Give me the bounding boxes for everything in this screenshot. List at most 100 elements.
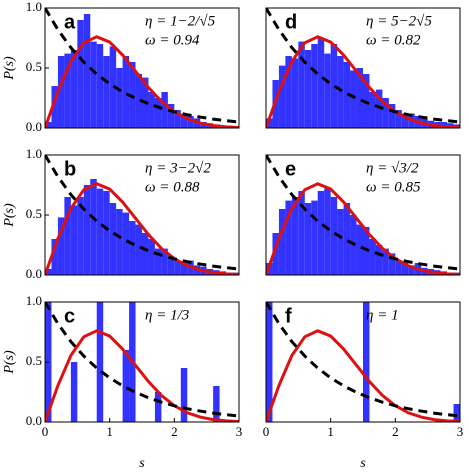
bar [356, 68, 363, 128]
bar [57, 56, 65, 128]
bar [285, 56, 292, 128]
curve [266, 329, 460, 422]
panel-label: e [285, 158, 296, 180]
y-tick-label: 1.0 [26, 293, 42, 308]
panel [45, 155, 239, 275]
bar [174, 260, 181, 275]
bar [154, 248, 162, 275]
y-tick-label: 1.0 [26, 0, 42, 14]
bar [298, 191, 305, 275]
bar [135, 224, 142, 275]
bar [311, 44, 318, 128]
bar [122, 350, 130, 422]
x-axis-label: s [139, 456, 145, 471]
dashed-curve [45, 8, 239, 124]
bar [330, 44, 338, 128]
x-axis-label: s [360, 456, 366, 471]
annotation: ω = 0.88 [145, 179, 200, 195]
dashed-curve [45, 155, 239, 271]
bar [343, 203, 351, 275]
bar [266, 302, 273, 422]
bar [90, 41, 97, 128]
panel-label: a [64, 11, 76, 33]
bar [388, 253, 396, 275]
bar [408, 265, 415, 275]
bar [70, 50, 78, 128]
bar [291, 197, 299, 275]
annotation: ω = 0.82 [366, 32, 421, 48]
bar [401, 113, 409, 128]
y-tick-label: 0.0 [26, 413, 42, 428]
bar [213, 386, 220, 422]
bar [148, 239, 155, 275]
bar [135, 74, 142, 128]
bar [83, 185, 91, 275]
bar [272, 233, 279, 275]
bar [96, 44, 104, 128]
x-tick-label: 1 [106, 424, 113, 439]
bar [278, 209, 286, 275]
x-tick-label: 0 [42, 424, 49, 439]
curve [45, 329, 239, 422]
annotation: η = √3/2 [366, 160, 419, 176]
curve [266, 35, 460, 128]
curve [45, 35, 239, 128]
bar [70, 205, 78, 275]
bar [116, 68, 123, 128]
bar [174, 110, 181, 128]
y-tick-label: 1.0 [26, 146, 42, 161]
bar [324, 188, 331, 275]
bar [129, 62, 136, 128]
bar [388, 104, 396, 128]
panel-label: d [285, 11, 297, 33]
bar [324, 53, 331, 128]
panel-label: b [64, 158, 76, 180]
bar [116, 209, 123, 275]
bar [96, 302, 104, 422]
bar [77, 197, 84, 275]
y-axis-label: P(s) [2, 350, 17, 375]
y-axis-label: P(s) [2, 203, 17, 228]
frame [265, 154, 461, 276]
bar [90, 179, 97, 275]
annotation: η = 1 [366, 307, 399, 323]
x-tick-label: 2 [171, 424, 178, 439]
bar [350, 70, 357, 128]
bar [77, 20, 84, 128]
bar [285, 200, 292, 275]
x-tick-label: 2 [392, 424, 399, 439]
y-tick-label: 0.5 [26, 206, 42, 221]
annotation: ω = 0.94 [145, 32, 200, 48]
bar [395, 110, 402, 128]
bar [375, 245, 383, 275]
bar [317, 191, 325, 275]
bar [382, 98, 389, 128]
annotation: η = 3−2√2 [145, 160, 211, 176]
curve [266, 182, 460, 275]
bar [382, 248, 389, 275]
bar [395, 260, 402, 275]
bar [180, 368, 188, 422]
panel [45, 8, 239, 128]
bar [122, 56, 130, 128]
bar [363, 302, 370, 422]
dashed-curve [266, 155, 460, 271]
y-tick-label: 0.5 [26, 59, 42, 74]
bar [51, 239, 58, 275]
x-tick-label: 3 [236, 424, 243, 439]
panel-label: f [285, 305, 292, 327]
bar [304, 50, 312, 128]
bar [154, 392, 162, 422]
dashed-curve [266, 8, 460, 124]
panel-label: c [64, 305, 75, 327]
bar [337, 209, 344, 275]
bar [45, 122, 52, 128]
x-tick-label: 3 [457, 424, 464, 439]
bar [167, 257, 175, 275]
y-tick-label: 0.0 [26, 119, 42, 134]
bar [64, 197, 71, 275]
bar [161, 248, 168, 275]
bar [330, 197, 338, 275]
annotation: η = 1/3 [145, 307, 189, 323]
